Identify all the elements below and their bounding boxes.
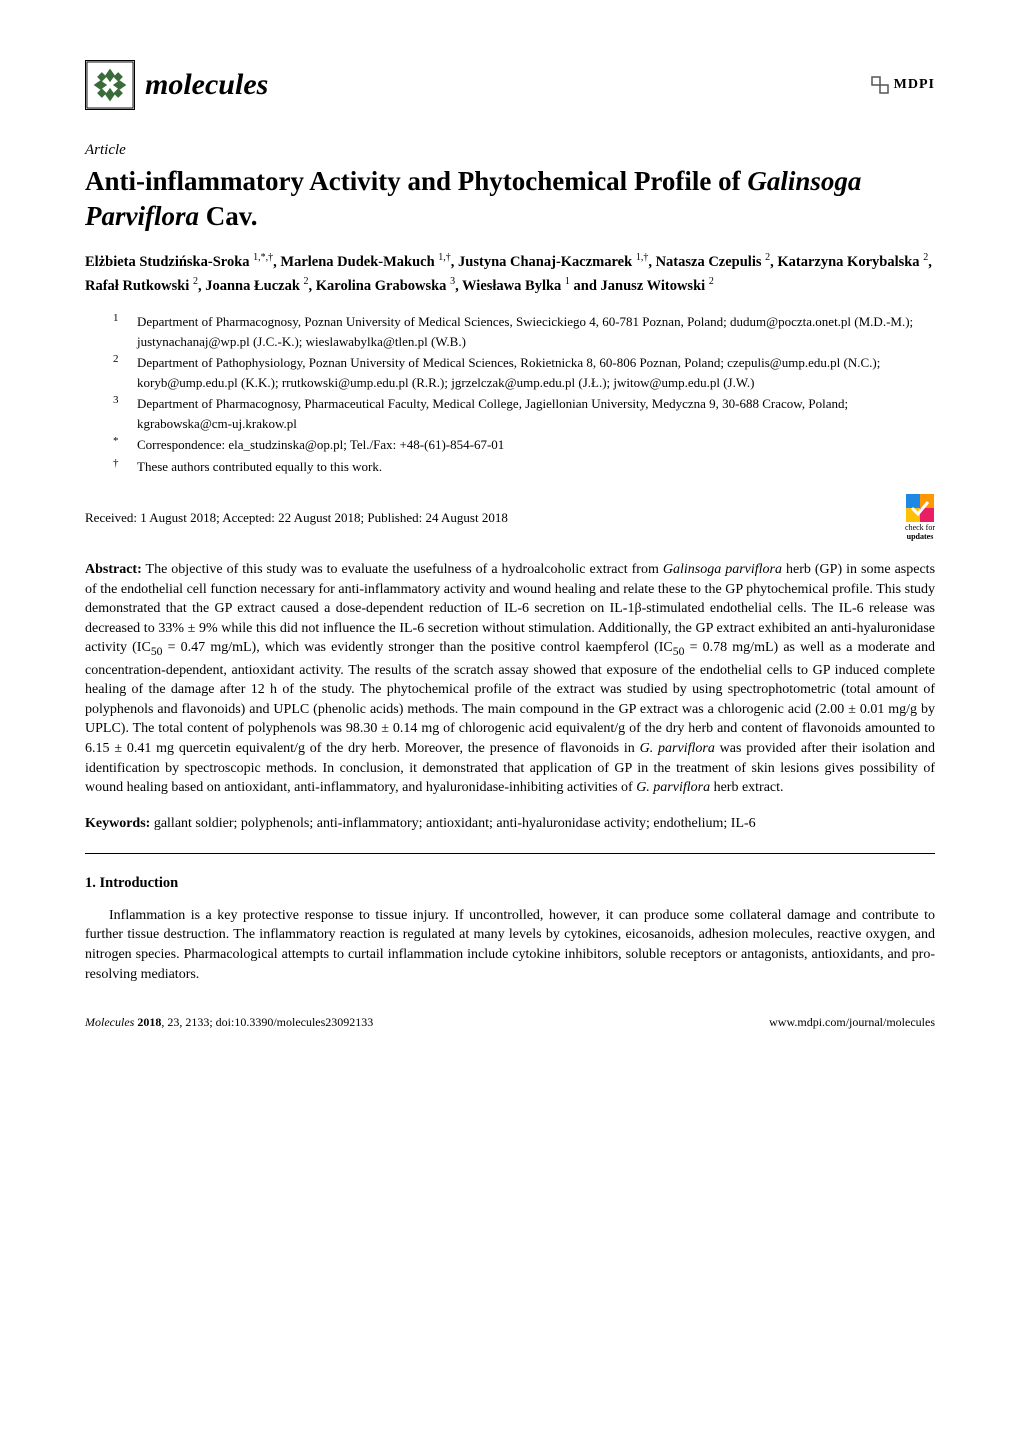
check-updates-icon [906,494,934,522]
affiliation-row: †These authors contributed equally to th… [113,457,935,477]
section-divider [85,853,935,854]
authors-list: Elżbieta Studzińska-Sroka 1,*,†, Marlena… [85,250,935,298]
title-suffix: Cav. [199,201,258,231]
affiliation-marker: 1 [113,310,137,349]
affiliation-marker: 2 [113,351,137,390]
affiliation-text: Correspondence: ela_studzinska@op.pl; Te… [137,435,935,455]
dates-row: Received: 1 August 2018; Accepted: 22 Au… [85,494,935,542]
abstract-block: Abstract: The objective of this study wa… [85,560,935,798]
affiliation-text: Department of Pharmacognosy, Poznan Univ… [137,312,935,351]
footer-journal: Molecules [85,1015,137,1029]
affiliation-row: 3Department of Pharmacognosy, Pharmaceut… [113,394,935,433]
keywords-block: Keywords: gallant soldier; polyphenols; … [85,814,935,834]
abstract-label: Abstract: [85,562,142,577]
intro-paragraph: Inflammation is a key protective respons… [85,906,935,984]
mdpi-icon [870,75,890,95]
article-type: Article [85,140,935,160]
footer-citation: , 23, 2133; doi:10.3390/molecules2309213… [161,1015,373,1029]
journal-logo: molecules [85,60,268,110]
footer-year: 2018 [137,1015,161,1029]
affiliation-row: *Correspondence: ela_studzinska@op.pl; T… [113,435,935,455]
page-footer: Molecules 2018, 23, 2133; doi:10.3390/mo… [85,1014,935,1030]
affiliation-text: These authors contributed equally to thi… [137,457,935,477]
affiliation-row: 2Department of Pathophysiology, Poznan U… [113,353,935,392]
title-prefix: Anti-inflammatory Activity and Phytochem… [85,166,747,196]
affiliation-marker: † [113,455,137,475]
publisher-logo: MDPI [870,75,935,95]
journal-name: molecules [145,65,268,106]
section-heading: 1. Introduction [85,874,935,894]
check-updates-badge[interactable]: check for updates [905,494,935,542]
affiliation-text: Department of Pathophysiology, Poznan Un… [137,353,935,392]
affiliation-marker: 3 [113,392,137,431]
keywords-text: gallant soldier; polyphenols; anti-infla… [150,816,755,831]
footer-right: www.mdpi.com/journal/molecules [769,1014,935,1030]
affiliation-marker: * [113,433,137,453]
page-header: molecules MDPI [85,60,935,110]
affiliations-list: 1Department of Pharmacognosy, Poznan Uni… [85,312,935,476]
abstract-text: The objective of this study was to evalu… [85,562,935,795]
affiliation-text: Department of Pharmacognosy, Pharmaceuti… [137,394,935,433]
keywords-label: Keywords: [85,816,150,831]
check-updates-line2: updates [905,533,935,542]
journal-icon [85,60,135,110]
publication-dates: Received: 1 August 2018; Accepted: 22 Au… [85,509,508,527]
affiliation-row: 1Department of Pharmacognosy, Poznan Uni… [113,312,935,351]
footer-left: Molecules 2018, 23, 2133; doi:10.3390/mo… [85,1014,373,1030]
publisher-name: MDPI [894,76,935,95]
article-title: Anti-inflammatory Activity and Phytochem… [85,164,935,234]
